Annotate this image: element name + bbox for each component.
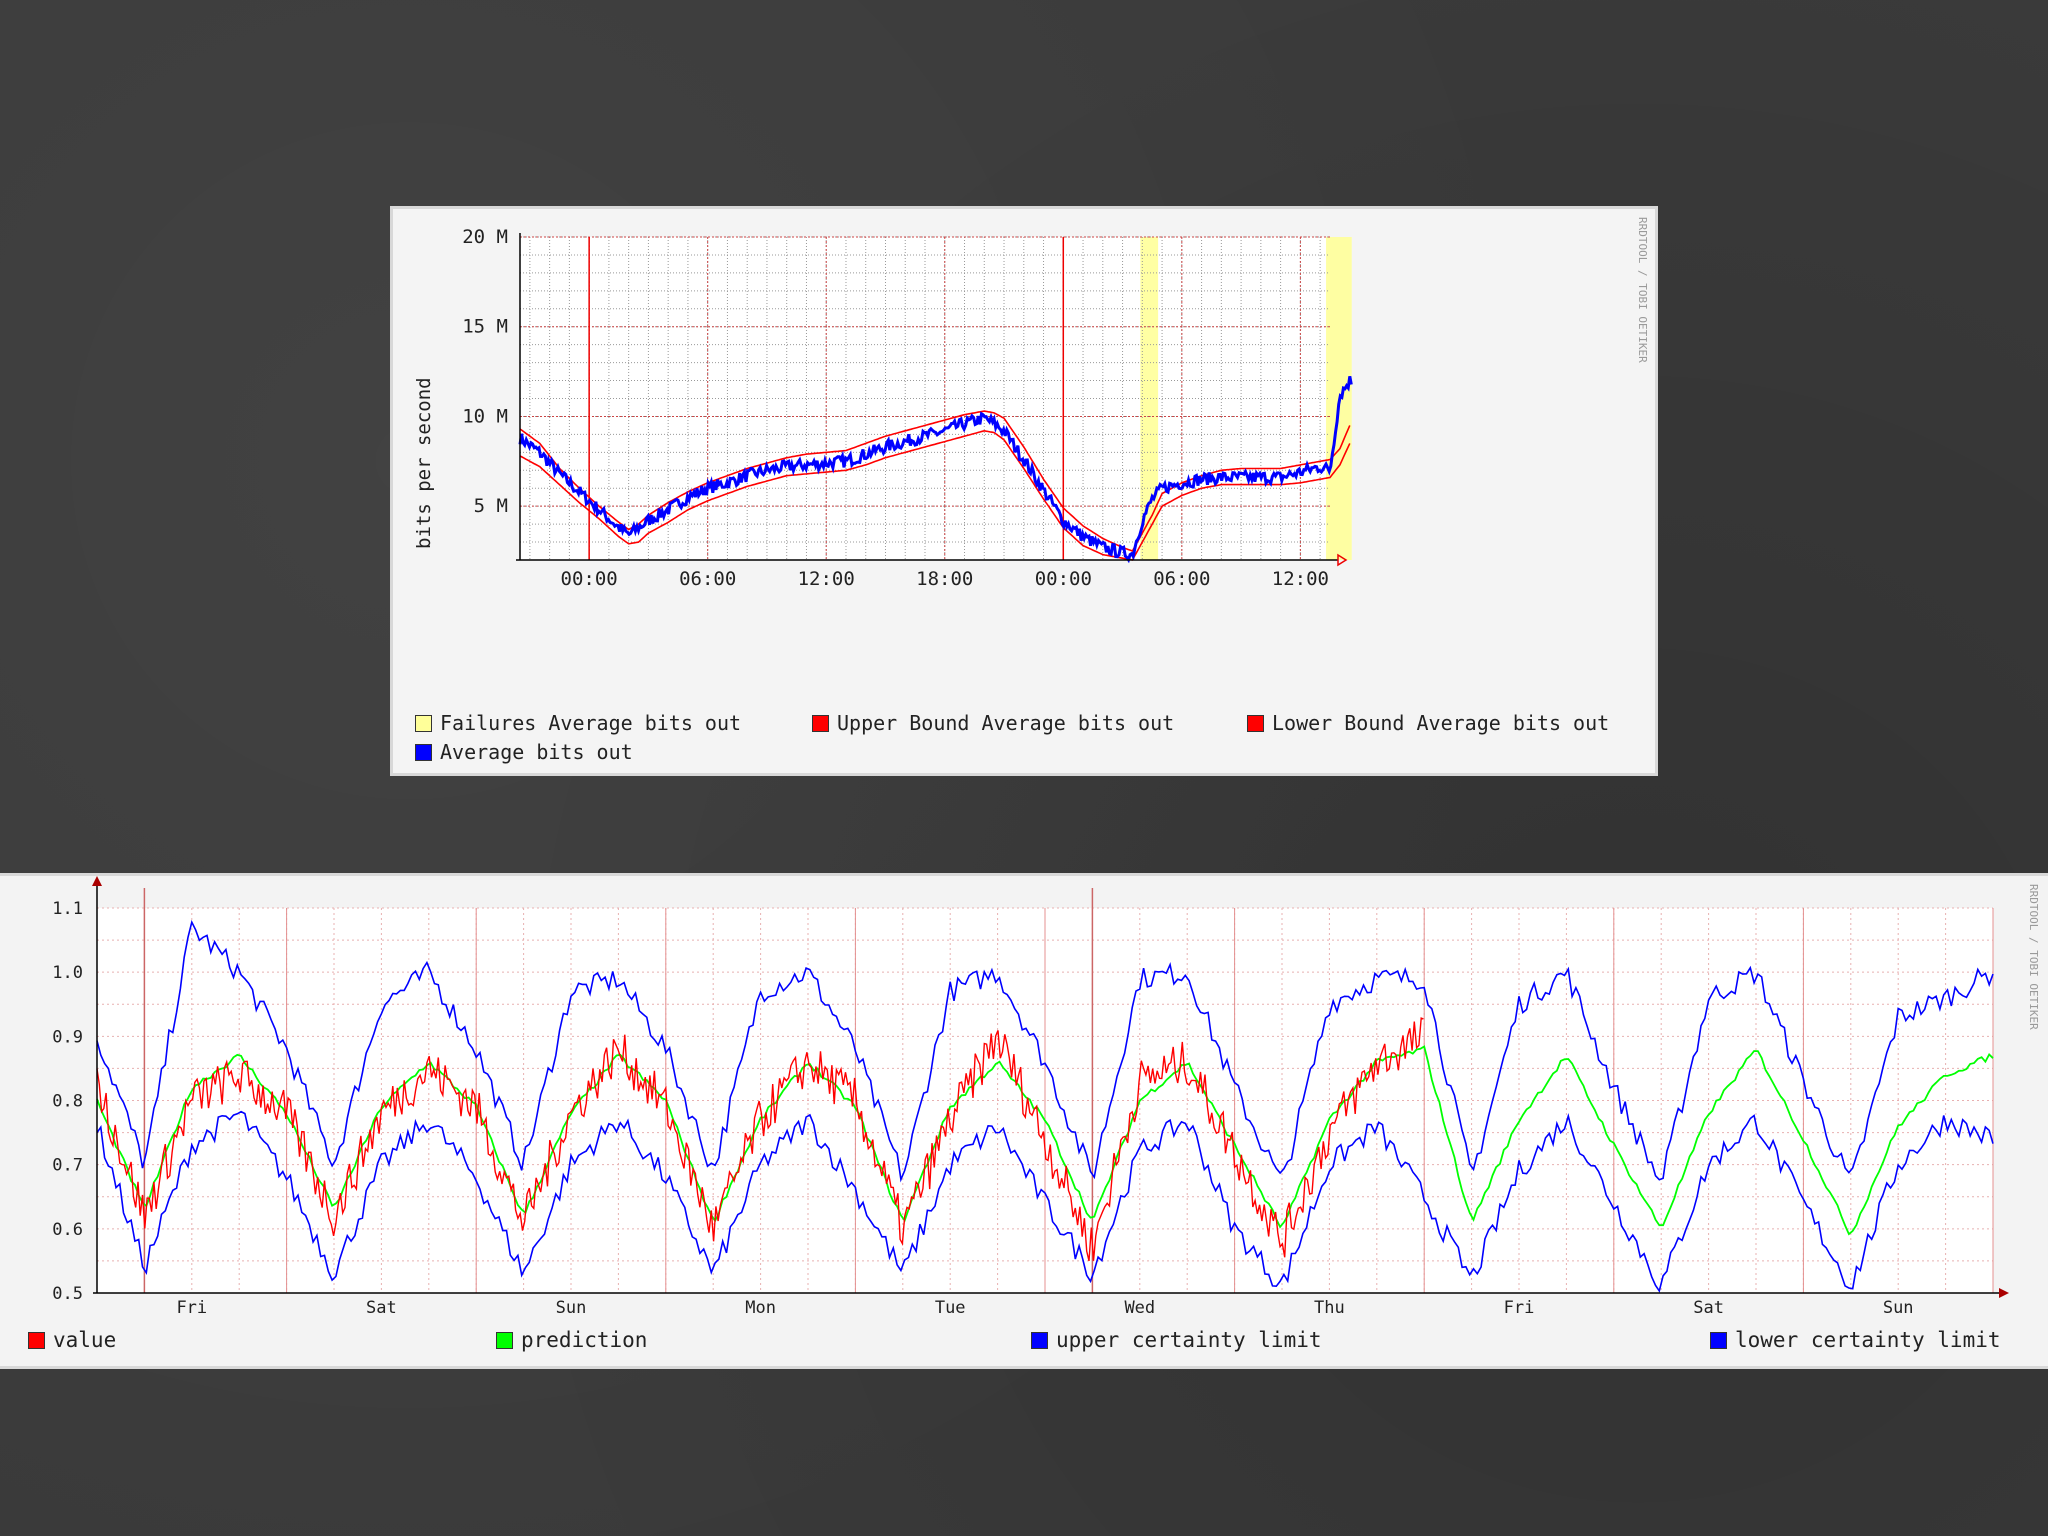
legend-upper-bound: Upper Bound Average bits out xyxy=(812,711,1174,735)
legend-swatch-prediction xyxy=(496,1331,513,1349)
x-axis-arrow xyxy=(1337,553,1348,567)
legend-swatch-value xyxy=(28,1331,45,1349)
x-tick-label: Sun xyxy=(1883,1298,1914,1318)
y-tick-label: 15 M xyxy=(462,316,508,338)
y-tick-label: 10 M xyxy=(462,405,508,427)
y-tick-label: 1.1 xyxy=(52,899,83,919)
failure-band xyxy=(1140,237,1159,560)
series-value xyxy=(96,1017,1424,1262)
legend-upper-limit: upper certainty limit xyxy=(1031,1328,1322,1352)
legend-lower-limit: lower certainty limit xyxy=(1710,1328,2001,1352)
legend-swatch-upper-limit xyxy=(1031,1331,1048,1349)
legend-label-prediction: prediction xyxy=(521,1328,648,1352)
series-lower-bound xyxy=(519,429,1351,561)
x-tick-label: 06:00 xyxy=(679,568,736,590)
x-tick-label: 00:00 xyxy=(1035,568,1092,590)
y-tick-label: 1.0 xyxy=(52,963,83,983)
y-tick-label: 0.7 xyxy=(52,1156,83,1176)
x-tick-label: 18:00 xyxy=(916,568,973,590)
x-tick-label: Sat xyxy=(366,1298,397,1318)
legend-label-failures: Failures Average bits out xyxy=(440,711,742,735)
legend-failures: Failures Average bits out xyxy=(415,711,741,735)
y-tick-label: 0.9 xyxy=(52,1027,83,1047)
x-tick-label: Thu xyxy=(1314,1298,1345,1318)
x-tick-label: 12:00 xyxy=(1272,568,1329,590)
x-tick-label: 12:00 xyxy=(798,568,855,590)
legend-value: value xyxy=(28,1328,116,1352)
legend-swatch-average xyxy=(415,743,432,761)
series-average xyxy=(518,376,1353,564)
x-tick-label: Tue xyxy=(935,1298,966,1318)
legend-label-lower-limit: lower certainty limit xyxy=(1735,1328,2001,1352)
legend-label-value: value xyxy=(53,1328,117,1352)
bandwidth-chart-panel: 5 M 10 M 15 M 20 M 00:00 06:00 12:00 18:00 00:00… xyxy=(390,206,1658,776)
series-upper-certainty-limit xyxy=(96,919,1994,1183)
legend-label-upper-limit: upper certainty limit xyxy=(1056,1328,1322,1352)
x-tick-label: 06:00 xyxy=(1153,568,1210,590)
legend-label-lower: Lower Bound Average bits out xyxy=(1272,711,1610,735)
legend-label-upper: Upper Bound Average bits out xyxy=(837,711,1175,735)
y-tick-label: 0.6 xyxy=(52,1220,83,1240)
prediction-chart: 0.5 0.6 0.7 0.8 0.9 1.0 1.1 Fri Sat Sun Mon Tue Wed T… xyxy=(52,876,2009,1318)
y-tick-label: 20 M xyxy=(462,226,508,248)
x-tick-label: Sat xyxy=(1693,1298,1724,1318)
y-axis-arrow xyxy=(92,876,102,886)
legend-swatch-upper xyxy=(812,714,829,732)
x-tick-label: Mon xyxy=(745,1298,776,1318)
bandwidth-chart: 5 M 10 M 15 M 20 M 00:00 06:00 12:00 18:00 00:00… xyxy=(462,226,1353,590)
y-axis-label: bits per second xyxy=(413,377,435,549)
series-lower-certainty-limit xyxy=(96,1110,1994,1293)
legend-label-average: Average bits out xyxy=(440,740,633,764)
x-tick-label: Sun xyxy=(556,1298,587,1318)
legend-swatch-lower-limit xyxy=(1710,1331,1727,1349)
y-tick-label: 5 M xyxy=(474,495,508,517)
x-tick-label: 00:00 xyxy=(561,568,618,590)
prediction-chart-panel: 0.5 0.6 0.7 0.8 0.9 1.0 1.1 Fri Sat Sun Mon Tue Wed T… xyxy=(0,873,2048,1369)
legend-swatch-lower xyxy=(1247,714,1264,732)
legend-lower-bound: Lower Bound Average bits out xyxy=(1247,711,1609,735)
y-tick-label: 0.8 xyxy=(52,1092,83,1112)
watermark: RRDTOOL / TOBI OETIKER xyxy=(2027,884,2040,1030)
x-tick-label: Wed xyxy=(1124,1298,1155,1318)
legend-prediction: prediction xyxy=(496,1328,647,1352)
series-prediction xyxy=(96,1045,1994,1236)
watermark: RRDTOOL / TOBI OETIKER xyxy=(1636,217,1649,363)
x-axis-arrow xyxy=(1999,1288,2009,1298)
legend-average: Average bits out xyxy=(415,740,633,764)
x-tick-label: Fri xyxy=(1504,1298,1535,1318)
legend-swatch-failures xyxy=(415,714,432,732)
x-tick-label: Fri xyxy=(176,1298,207,1318)
y-tick-label: 0.5 xyxy=(52,1284,83,1304)
